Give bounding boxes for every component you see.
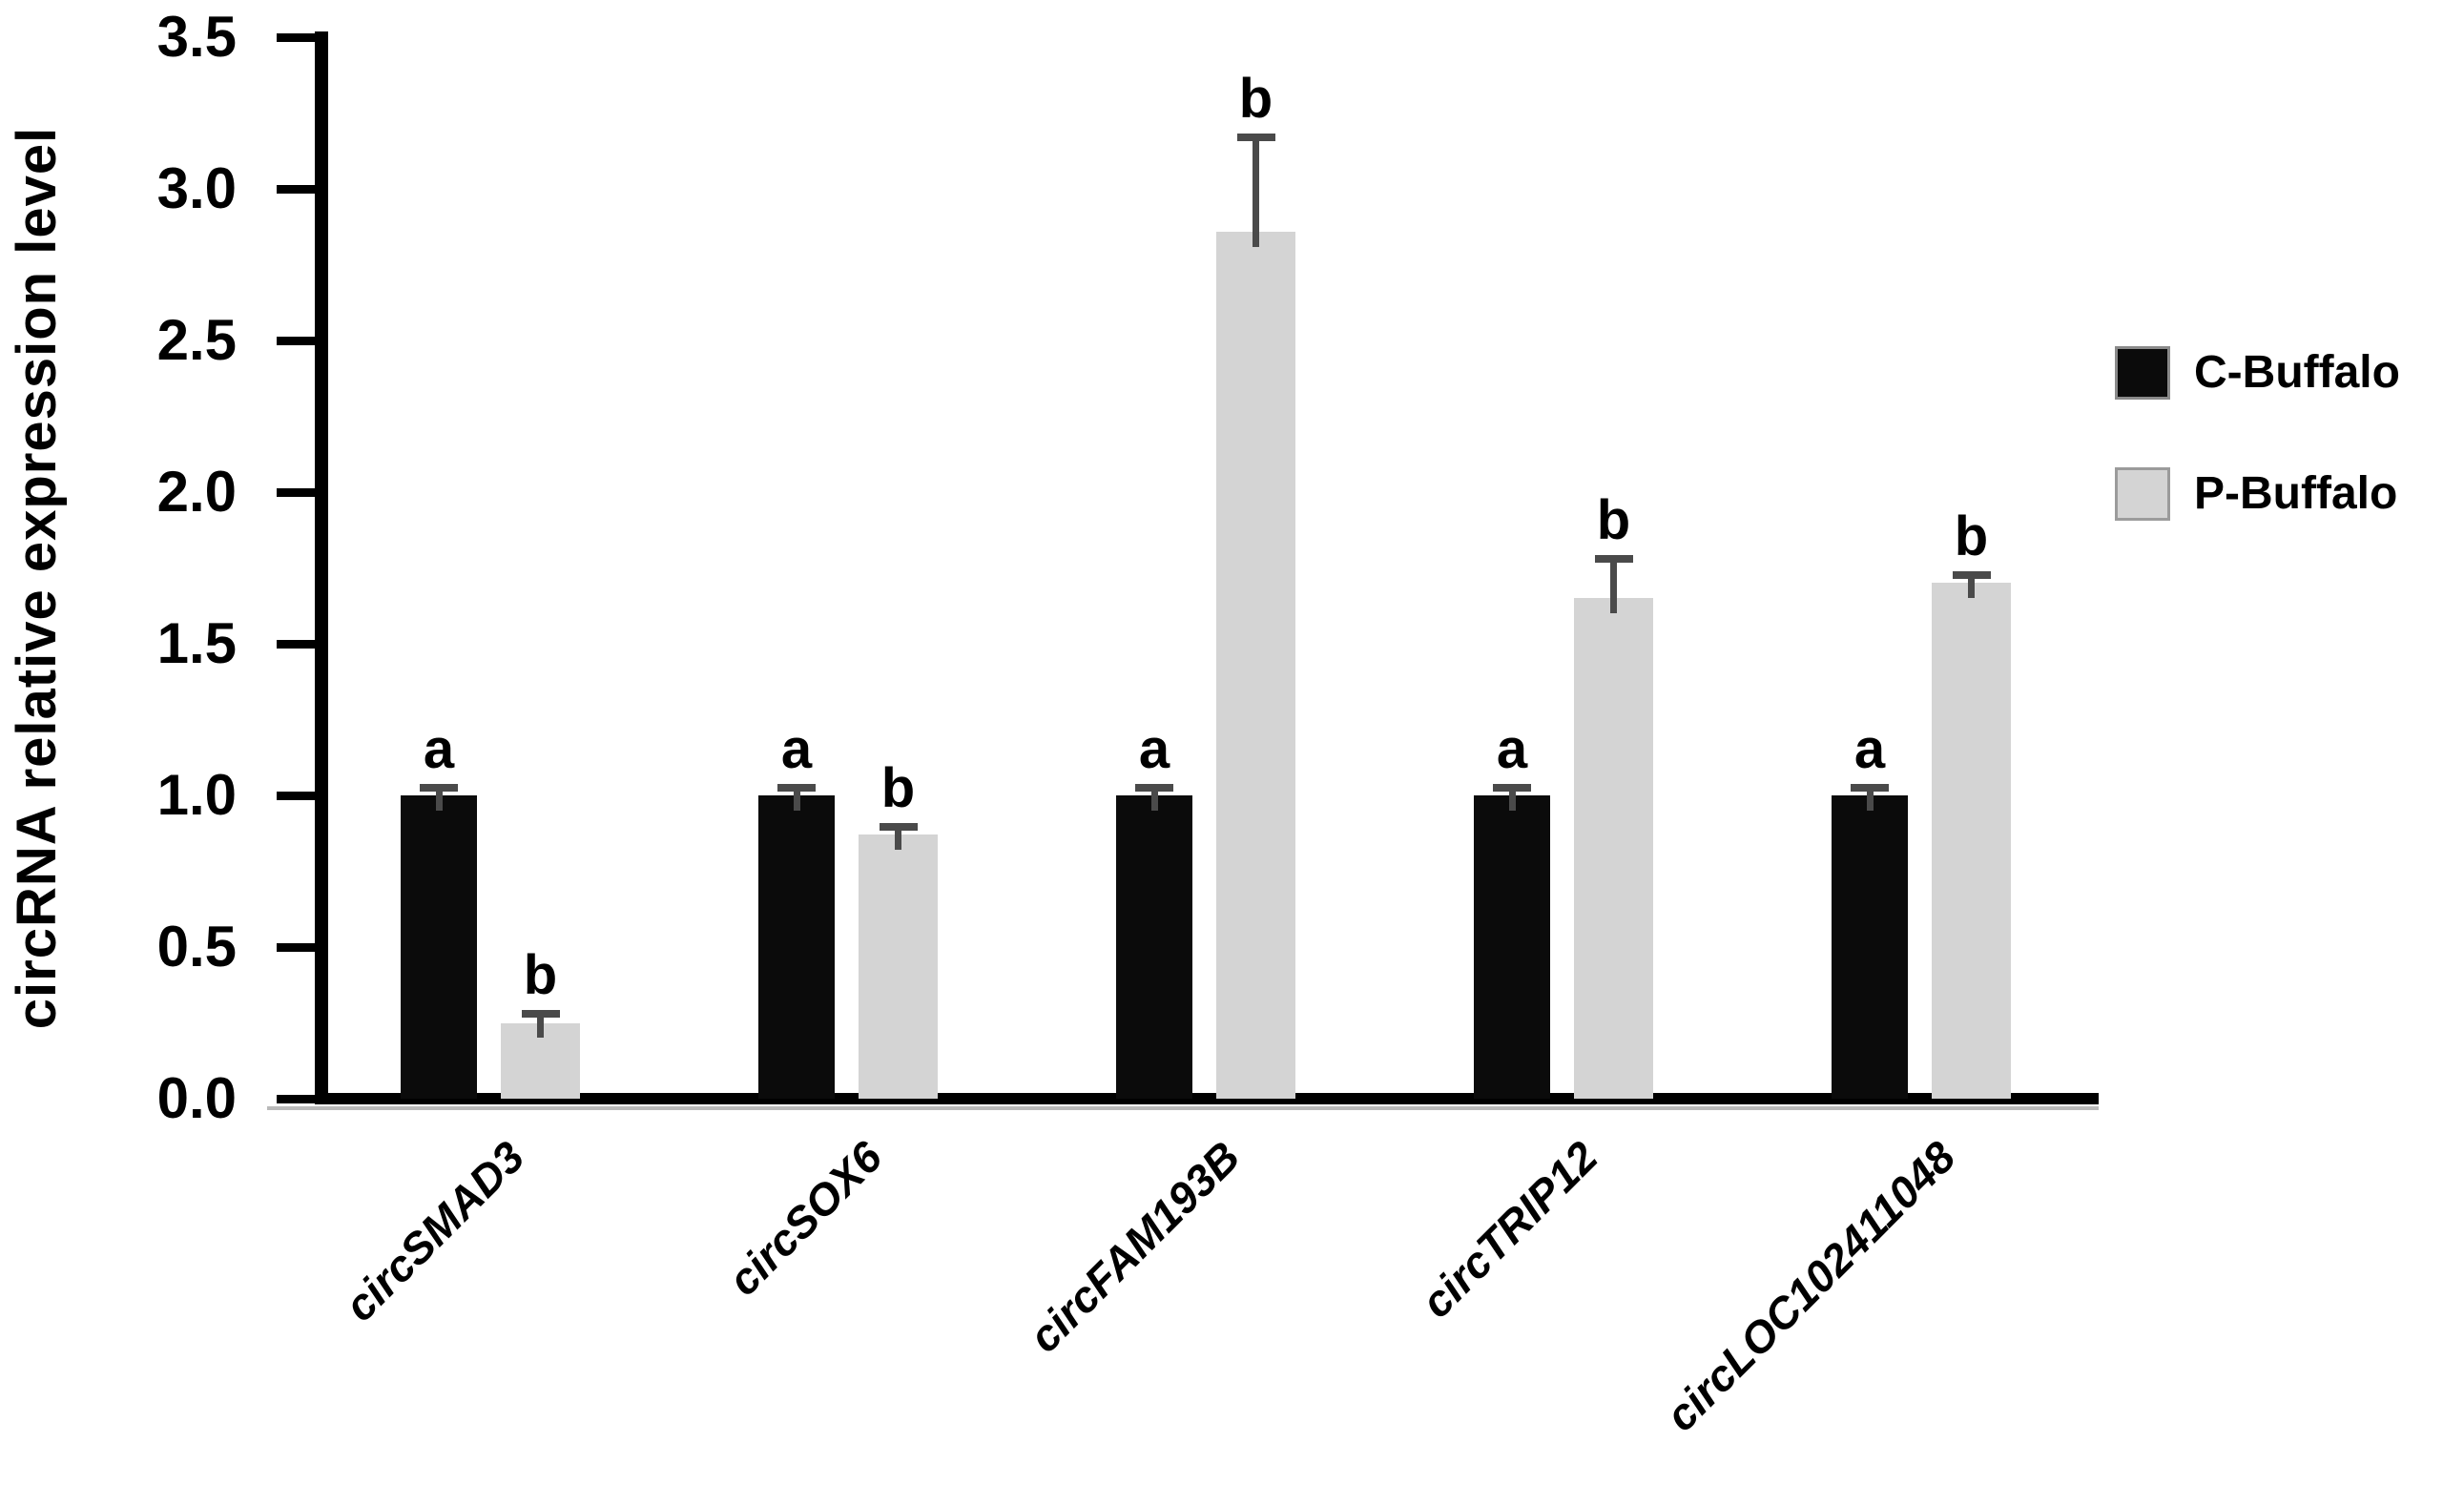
error-bar-whisker	[793, 788, 800, 811]
bar-c-buffalo-circsox6	[758, 795, 835, 1099]
error-bar-cap	[1236, 133, 1275, 141]
error-bar-whisker	[1508, 788, 1516, 811]
y-axis-tick-label: 1.0	[156, 763, 237, 827]
error-bar-whisker	[895, 827, 901, 851]
significance-letter: a	[1138, 718, 1170, 781]
x-axis-category-label: circSMAD3	[334, 1131, 534, 1331]
error-bar-cap	[1851, 784, 1889, 793]
legend-label-p-buffalo: P-Buffalo	[2194, 468, 2398, 519]
y-axis-tick	[277, 1095, 321, 1103]
error-bar-cap	[1952, 571, 1991, 580]
y-axis-tick	[277, 943, 321, 952]
significance-letter: b	[1596, 488, 1631, 551]
y-axis-tick	[277, 337, 321, 345]
y-axis-line	[315, 31, 328, 1104]
error-bar-cap	[777, 784, 816, 793]
significance-letter: a	[1496, 718, 1528, 781]
error-bar-cap	[1493, 784, 1531, 793]
error-bar-whisker	[1866, 788, 1874, 811]
error-bar-whisker	[1253, 136, 1259, 247]
error-bar-cap	[1594, 554, 1633, 563]
legend-swatch-p-buffalo	[2115, 467, 2170, 521]
y-axis-tick-label: 2.5	[156, 308, 237, 372]
error-bar-cap	[879, 823, 918, 832]
legend-label-c-buffalo: C-Buffalo	[2194, 347, 2400, 398]
x-axis-category-label: circTRIP12	[1411, 1131, 1607, 1328]
y-axis-tick	[277, 640, 321, 649]
significance-letter: b	[880, 757, 916, 820]
x-axis-category-label: circLOC102411048	[1655, 1131, 1965, 1441]
error-bar-whisker	[537, 1013, 544, 1039]
error-bar-cap	[1135, 784, 1173, 793]
y-axis-tick	[277, 488, 321, 497]
x-axis-category-label: circFAM193B	[1019, 1131, 1250, 1362]
significance-letter: b	[523, 943, 558, 1006]
bar-p-buffalo-circloc102411048	[1932, 583, 2011, 1099]
error-bar-cap	[420, 784, 458, 793]
bar-c-buffalo-circloc102411048	[1832, 795, 1908, 1099]
significance-letter: b	[1238, 67, 1273, 130]
y-axis-tick	[277, 33, 321, 42]
significance-letter: a	[1853, 718, 1886, 781]
x-axis-shadow-line	[267, 1106, 2099, 1110]
error-bar-whisker	[1968, 575, 1975, 599]
y-axis-tick-label: 0.5	[156, 915, 237, 979]
y-axis-tick-label: 1.5	[156, 611, 237, 675]
legend-swatch-c-buffalo	[2115, 346, 2170, 400]
y-axis-tick-label: 2.0	[156, 460, 237, 524]
bar-c-buffalo-circsmad3	[401, 795, 477, 1099]
y-axis-tick-label: 3.5	[156, 5, 237, 69]
y-axis-tick-label: 3.0	[156, 156, 237, 220]
error-bar-whisker	[1150, 788, 1158, 811]
bar-p-buffalo-circfam193b	[1216, 231, 1295, 1099]
bar-p-buffalo-circsox6	[859, 834, 938, 1099]
error-bar-whisker	[1610, 558, 1617, 614]
significance-letter: b	[1954, 505, 1989, 568]
bar-c-buffalo-circtrip12	[1474, 795, 1550, 1099]
significance-letter: a	[780, 718, 813, 781]
y-axis-tick	[277, 792, 321, 800]
error-bar-cap	[521, 1009, 560, 1018]
bar-p-buffalo-circtrip12	[1574, 598, 1653, 1099]
error-bar-whisker	[435, 788, 443, 811]
x-axis-category-label: circSOX6	[718, 1131, 892, 1306]
y-axis-tick	[277, 185, 321, 194]
y-axis-tick-label: 0.0	[156, 1066, 237, 1130]
bar-c-buffalo-circfam193b	[1116, 795, 1192, 1099]
significance-letter: a	[423, 718, 455, 781]
